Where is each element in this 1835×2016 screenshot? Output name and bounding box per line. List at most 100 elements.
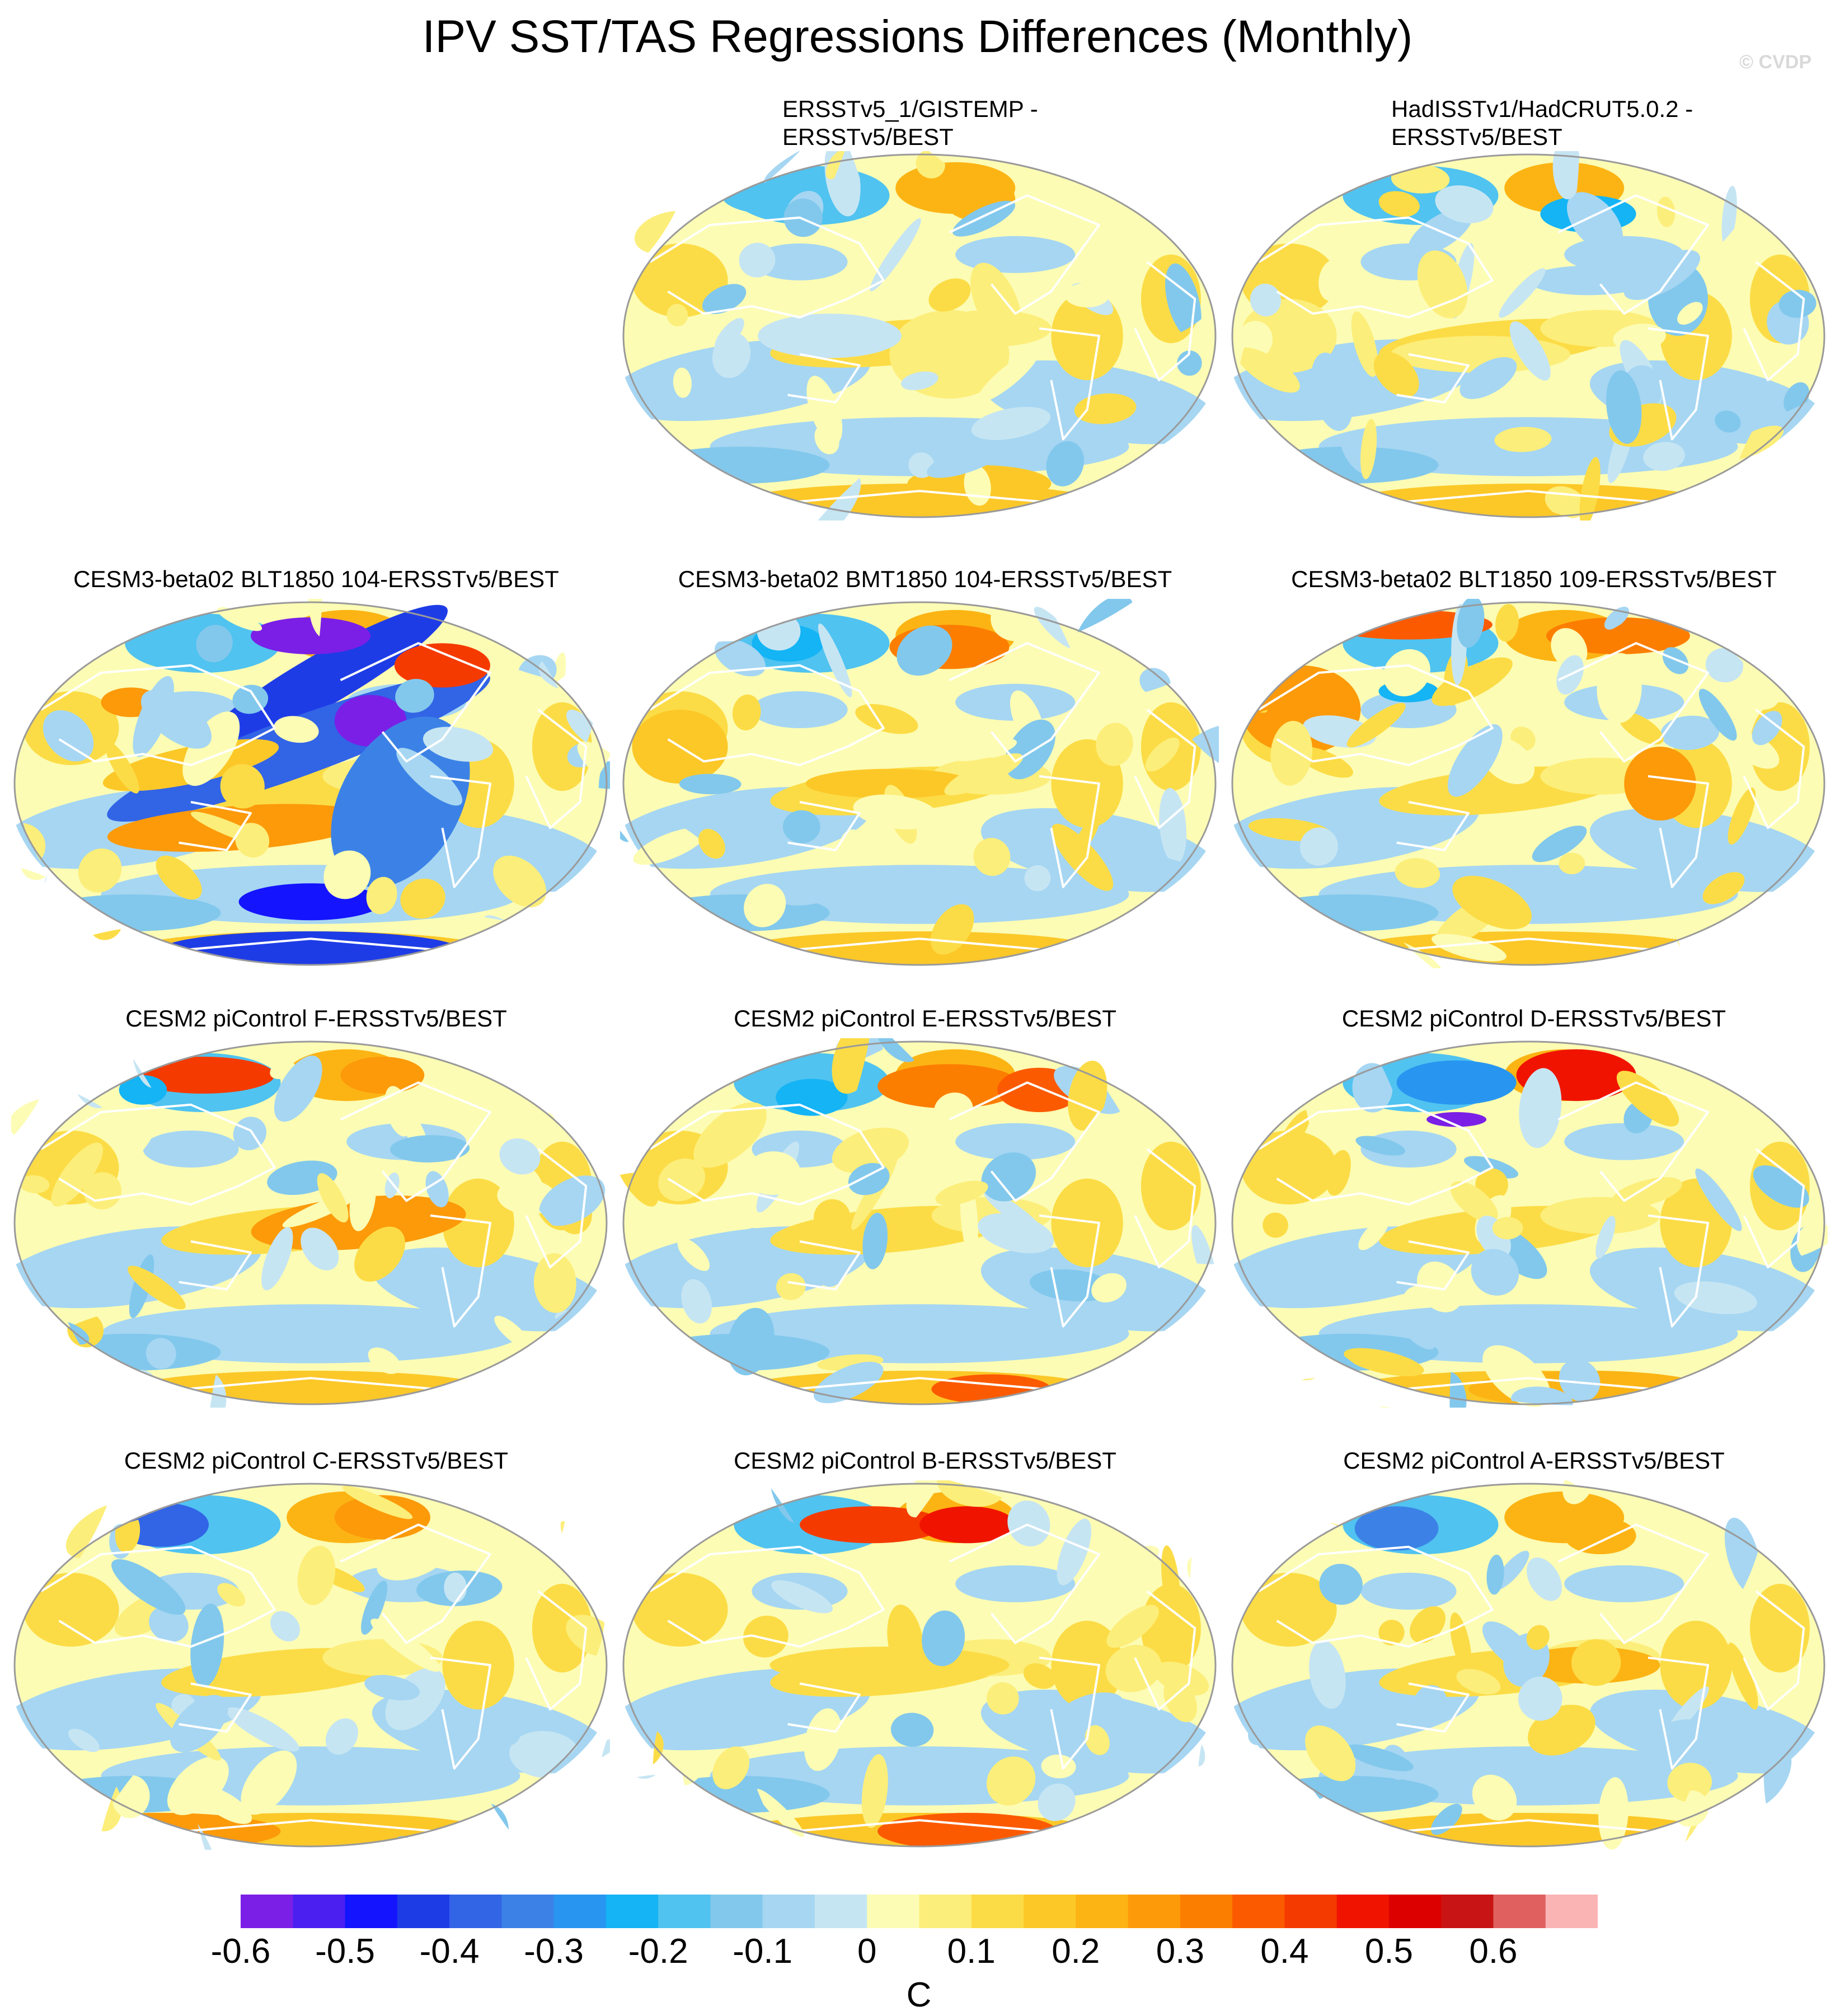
field-patch: [119, 1075, 167, 1105]
coastline: [1039, 775, 1100, 888]
field-noise: [1618, 712, 1664, 745]
field-noise: [1184, 1489, 1219, 1558]
field-layer: [11, 1484, 610, 1850]
colorbar-swatch: [397, 1895, 450, 1928]
coastline: [1557, 1523, 1709, 1644]
map-panel-p7: CESM2 piControl E-ERSSTv5/BEST: [620, 1005, 1230, 1436]
field-noise: [1571, 1639, 1621, 1686]
field-noise: [853, 794, 939, 829]
panel-title: CESM2 piControl B-ERSSTv5/BEST: [734, 1447, 1116, 1474]
map-p9: [11, 1483, 610, 1850]
field-noise: [1352, 1063, 1393, 1113]
field-noise: [1177, 350, 1202, 376]
field-noise: [1803, 1526, 1822, 1556]
field-noise: [1182, 1535, 1219, 1567]
field-noise: [1701, 1044, 1731, 1071]
coastline: [1396, 1682, 1470, 1733]
field-patch: [1349, 484, 1708, 517]
field-noise: [1344, 1348, 1424, 1376]
field-noise: [217, 607, 262, 631]
map-p1: [620, 151, 1219, 521]
colorbar-unit: C: [906, 1976, 932, 2014]
colorbar-swatch: [1232, 1895, 1285, 1928]
colorbar-swatch: [1441, 1895, 1494, 1928]
field-noise: [825, 151, 848, 180]
coastline: [949, 1081, 1100, 1202]
field-noise: [1146, 484, 1180, 521]
colorbar-tick-label: 0.2: [1052, 1932, 1100, 1971]
field-patch: [1564, 1565, 1684, 1602]
map-border: [622, 1040, 1217, 1405]
field-patch: [1564, 1517, 1636, 1554]
figure-title: IPV SST/TAS Regressions Differences (Mon…: [422, 11, 1413, 62]
copyright-mark: © CVDP: [1739, 51, 1811, 73]
field-patch: [776, 1079, 848, 1116]
coastline: [787, 353, 861, 404]
field-noise: [51, 1142, 103, 1207]
map-panel-p2: HadISSTv1/HadCRUT5.0.2 - ERSSTv5/BEST: [1229, 95, 1835, 526]
field-noise: [1123, 917, 1162, 953]
field-noise: [839, 829, 865, 857]
field-noise: [1395, 858, 1440, 888]
field-noise: [935, 1180, 988, 1206]
field-patch: [41, 1334, 221, 1371]
coastline: [1648, 1656, 1709, 1770]
coastline: [949, 1523, 1100, 1644]
coastline: [1258, 1103, 1494, 1206]
field-noise: [1194, 653, 1215, 689]
field-noise: [922, 1610, 965, 1666]
field-noise: [1559, 852, 1585, 875]
field-patch: [1349, 931, 1708, 965]
field-noise: [1752, 711, 1782, 746]
colorbar-swatch: [971, 1895, 1024, 1928]
field-noise: [521, 902, 553, 968]
field-patch: [331, 716, 470, 888]
field-noise: [1677, 302, 1703, 325]
field-noise: [806, 376, 843, 444]
field-noise: [1299, 827, 1338, 866]
field-noise: [1360, 419, 1377, 480]
field-patch: [955, 236, 1076, 273]
field-noise: [1229, 1480, 1245, 1527]
field-noise: [297, 1545, 336, 1605]
field-noise: [1702, 872, 1745, 904]
field-noise: [1064, 283, 1109, 308]
field-noise: [927, 442, 1006, 478]
field-noise: [1552, 151, 1581, 200]
field-noise: [1695, 1168, 1742, 1231]
field-noise: [105, 741, 139, 794]
map-p2: [1229, 151, 1827, 521]
field-noise: [620, 1809, 669, 1850]
map-panel-p5: CESM3-beta02 BLT1850 109-ERSSTv5/BEST: [1229, 565, 1835, 996]
colorbar-tick-label: 0.1: [947, 1932, 996, 1971]
field-noise: [325, 1718, 358, 1755]
coastline: [949, 642, 1100, 763]
field-noise: [384, 1086, 412, 1137]
field-noise: [1457, 599, 1485, 648]
coastline: [787, 1682, 861, 1733]
map-panel-p3: CESM3-beta02 BLT1850 104-ERSSTv5/BEST: [11, 565, 621, 996]
field-noise: [820, 1264, 845, 1287]
field-noise: [679, 773, 741, 795]
field-patch: [1141, 1583, 1201, 1673]
field-noise: [679, 1480, 727, 1512]
field-noise: [1238, 1358, 1261, 1379]
field-patch: [1354, 1506, 1439, 1551]
field-noise: [1459, 357, 1517, 399]
field-noise: [366, 876, 397, 915]
coastline: [1557, 642, 1709, 763]
coastline: [340, 1523, 491, 1644]
field-noise: [548, 904, 585, 968]
panel-title: CESM2 piControl C-ERSSTv5/BEST: [124, 1447, 509, 1474]
field-noise: [111, 1368, 140, 1408]
field-noise: [970, 262, 1022, 341]
field-noise: [887, 1604, 924, 1682]
coastline: [1258, 1545, 1494, 1648]
field-noise: [870, 218, 921, 292]
colorbar-swatch: [1493, 1895, 1546, 1928]
map-panel-p10: CESM2 piControl B-ERSSTv5/BEST: [620, 1447, 1230, 1878]
field-noise: [198, 1786, 252, 1824]
field-noise: [1178, 159, 1219, 200]
field-noise: [1410, 1606, 1446, 1643]
map-border: [1231, 1483, 1825, 1848]
